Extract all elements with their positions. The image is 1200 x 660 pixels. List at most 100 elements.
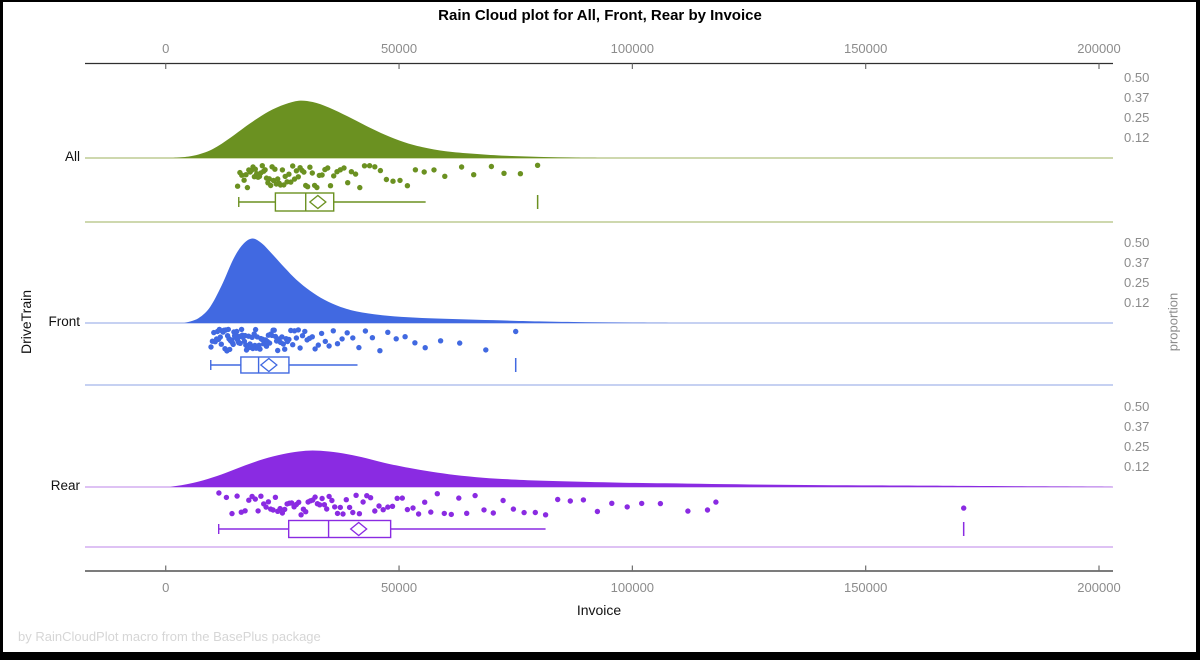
x-tick-label: 200000 bbox=[1077, 580, 1121, 595]
footer-note: by RainCloudPlot macro from the BasePlus… bbox=[18, 629, 321, 644]
rain-point bbox=[490, 510, 496, 516]
proportion-tick-label: 0.37 bbox=[1124, 419, 1150, 434]
rain-point bbox=[961, 505, 967, 511]
rain-point bbox=[230, 341, 236, 348]
rain-point bbox=[217, 334, 223, 340]
rain-point bbox=[415, 511, 422, 517]
rain-point bbox=[290, 342, 296, 348]
rain-point bbox=[330, 328, 336, 334]
rain-point bbox=[399, 495, 405, 501]
proportion-tick-label: 0.12 bbox=[1124, 295, 1150, 310]
rain-point bbox=[242, 508, 248, 514]
rain-point bbox=[510, 506, 517, 512]
rain-point bbox=[332, 504, 338, 510]
density-cloud-rear bbox=[170, 450, 1113, 487]
proportion-tick-label: 0.37 bbox=[1124, 255, 1150, 270]
rain-point bbox=[218, 341, 224, 347]
rain-point bbox=[458, 164, 465, 170]
rain-point bbox=[263, 504, 269, 510]
x-tick-label: 200000 bbox=[1077, 41, 1121, 56]
rain-point bbox=[357, 184, 363, 191]
rain-point bbox=[275, 176, 281, 182]
rain-point bbox=[431, 167, 437, 173]
rain-point bbox=[229, 510, 235, 517]
x-tick-label: 150000 bbox=[843, 580, 888, 595]
rain-point bbox=[252, 326, 259, 333]
rain-point bbox=[334, 510, 341, 517]
rain-point bbox=[239, 172, 245, 178]
rain-point bbox=[266, 340, 273, 346]
box-iqr bbox=[240, 356, 290, 374]
rain-point bbox=[555, 496, 561, 503]
rain-point bbox=[327, 183, 334, 189]
rain-point bbox=[312, 494, 318, 500]
rain-point bbox=[258, 493, 264, 499]
rain-point bbox=[704, 507, 711, 513]
x-tick-label: 0 bbox=[162, 580, 170, 595]
density-cloud-all bbox=[172, 100, 609, 158]
right-axis-title: proportion bbox=[1165, 292, 1181, 352]
rain-point bbox=[353, 492, 359, 498]
rain-point bbox=[488, 163, 495, 170]
rain-point bbox=[437, 338, 444, 344]
category-label-all: All bbox=[64, 149, 80, 164]
rain-point bbox=[309, 170, 315, 176]
frame-border-bottom bbox=[0, 652, 1200, 660]
rain-point bbox=[345, 180, 351, 186]
rain-point bbox=[441, 510, 447, 517]
rain-point bbox=[298, 512, 304, 518]
rain-point bbox=[331, 173, 337, 179]
rain-point bbox=[279, 167, 286, 173]
rain-point bbox=[288, 179, 294, 185]
rain-point bbox=[404, 506, 411, 513]
rain-point bbox=[412, 167, 419, 173]
rain-point bbox=[317, 502, 323, 508]
rain-point bbox=[297, 345, 303, 351]
rain-point bbox=[243, 172, 249, 178]
rain-point bbox=[609, 500, 615, 506]
rain-point bbox=[481, 507, 487, 513]
rain-point bbox=[343, 497, 349, 503]
rain-point bbox=[483, 347, 489, 353]
rain-point bbox=[356, 344, 362, 351]
x-tick-label: 50000 bbox=[380, 41, 418, 56]
rain-point bbox=[567, 498, 573, 504]
rain-point bbox=[369, 335, 376, 341]
mean-diamond bbox=[349, 521, 368, 537]
rain-point bbox=[464, 510, 470, 516]
rain-point bbox=[293, 335, 300, 341]
rain-point bbox=[389, 503, 396, 509]
rain-point bbox=[286, 336, 292, 343]
rain-point bbox=[385, 504, 391, 510]
rain-point bbox=[397, 177, 403, 184]
rain-point bbox=[326, 343, 332, 349]
rain-point bbox=[309, 334, 315, 340]
rain-point bbox=[367, 495, 374, 501]
rain-point bbox=[372, 164, 378, 170]
category-label-rear: Rear bbox=[50, 478, 80, 493]
box-iqr bbox=[287, 519, 392, 539]
rain-point bbox=[422, 499, 428, 505]
rain-point bbox=[314, 184, 320, 191]
mean-diamond bbox=[259, 357, 278, 373]
rain-point bbox=[280, 341, 286, 347]
rain-point bbox=[542, 512, 549, 518]
left-axis-title: DriveTrain bbox=[18, 289, 34, 355]
rain-point bbox=[457, 340, 463, 346]
rain-point bbox=[329, 497, 335, 504]
frame-border-left bbox=[0, 0, 3, 660]
rain-point bbox=[412, 340, 418, 346]
mean-diamond bbox=[308, 194, 327, 210]
rain-point bbox=[513, 328, 519, 335]
rain-point bbox=[434, 491, 440, 497]
rain-point bbox=[266, 176, 272, 182]
proportion-tick-label: 0.37 bbox=[1124, 90, 1150, 105]
rain-point bbox=[272, 166, 278, 172]
rain-point bbox=[227, 346, 233, 353]
rain-point bbox=[275, 347, 281, 354]
rain-point bbox=[225, 326, 231, 333]
rain-point bbox=[216, 490, 222, 496]
rain-point bbox=[262, 167, 268, 173]
